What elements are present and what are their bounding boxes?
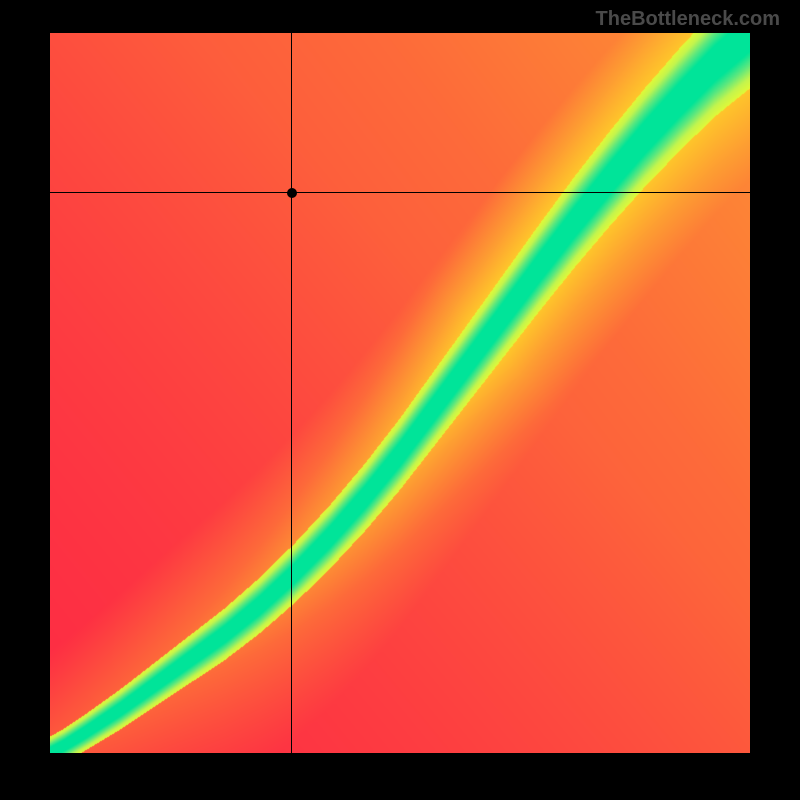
plot-area <box>50 33 750 753</box>
root-container: TheBottleneck.com <box>0 0 800 800</box>
crosshair-horizontal <box>50 192 750 193</box>
selection-marker[interactable] <box>287 188 297 198</box>
crosshair-vertical <box>291 33 292 753</box>
watermark-text: TheBottleneck.com <box>596 8 780 31</box>
heatmap-canvas <box>50 33 750 753</box>
